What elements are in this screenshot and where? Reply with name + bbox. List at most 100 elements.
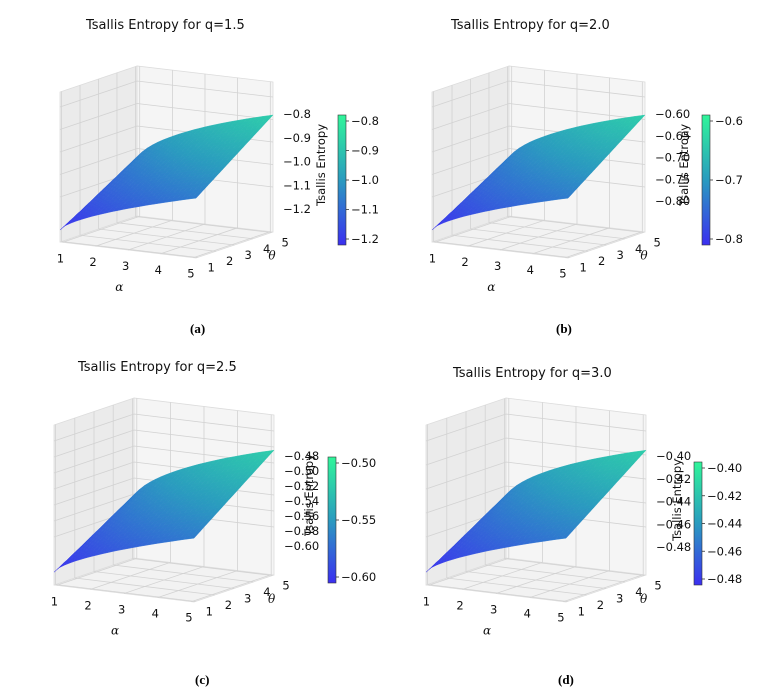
z-tick-label: −0.52	[284, 479, 319, 493]
x-tick-label: 3	[494, 259, 501, 273]
y-axis: 1 2 3 4 5θ	[580, 236, 661, 275]
colorbar-tick-label: −0.50	[341, 456, 376, 470]
y-tick-label: 1	[578, 604, 585, 618]
x-tick-label: 1	[423, 594, 430, 608]
y-tick-label: 1	[206, 604, 213, 618]
colorbar-tick-label: −1.0	[351, 173, 379, 187]
colorbar-gradient	[701, 114, 711, 246]
x-axis-label: α	[111, 624, 119, 638]
y-tick-label: 4	[263, 585, 270, 599]
x-tick-label: 5	[185, 611, 192, 625]
colorbar-gradient	[327, 456, 337, 584]
y-tick-label: 3	[617, 248, 624, 262]
z-tick-label: −0.54	[284, 494, 319, 508]
x-axis-label: α	[487, 280, 495, 294]
colorbar-gradient	[693, 461, 703, 586]
surface-plot-c: 1 2 3 4 5α1 2 3 4 5θ−0.48−0.50−0.52−0.54−0.56−0.…	[51, 397, 376, 638]
colorbar-tick-label: −1.2	[351, 232, 379, 246]
x-tick-label: 3	[118, 603, 125, 617]
x-tick-label: 4	[524, 607, 531, 621]
z-tick-label: −1.0	[283, 155, 311, 169]
z-tick-label: −0.75	[655, 172, 690, 186]
y-tick-label: 5	[654, 579, 661, 593]
x-tick-label: 3	[490, 603, 497, 617]
colorbar-tick-label: −0.60	[341, 570, 376, 584]
chart-title: Tsallis Entropy for q=2.5	[78, 360, 237, 375]
x-axis-label: α	[483, 624, 491, 638]
figure-caption: (a)	[190, 321, 206, 336]
x-tick-label: 1	[429, 251, 436, 265]
y-tick-label: 3	[245, 248, 252, 262]
x-axis: 1 2 3 4 5 α	[423, 594, 565, 637]
chart-panel-d: Tsallis Entropy for q=3.0 1 2 3 4 5 α 1 2 3 4 5 θ −0…	[388, 345, 776, 689]
colorbar-tick-label: −0.8	[715, 232, 743, 246]
z-axis: −0.48−0.50−0.52−0.54−0.56−0.58−0.60 Tsall…	[284, 449, 319, 553]
z-tick-label: −0.8	[283, 107, 311, 121]
chart-title: Tsallis Entropy for q=3.0	[453, 366, 612, 381]
colorbar: −0.50 −0.55 −0.60	[327, 456, 376, 584]
y-tick-label: 5	[282, 579, 289, 593]
figure-caption: (d)	[558, 672, 574, 687]
y-tick-label: 1	[580, 260, 587, 274]
colorbar: −0.40 −0.42 −0.44 −0.46 −0.48	[693, 461, 742, 586]
z-tick-label: −0.58	[284, 524, 319, 538]
y-tick-label: 2	[598, 254, 605, 268]
z-tick-label: −0.56	[284, 509, 319, 523]
y-tick-label: 4	[635, 242, 642, 256]
x-tick-label: 3	[122, 259, 129, 273]
y-tick-label: 2	[597, 598, 604, 612]
x-tick-label: 2	[456, 598, 463, 612]
chart-panel-b: Tsallis Entropy for q=2.0 1 2 3 4 5 α 1 2 3 4 5 θ −0…	[388, 0, 776, 344]
y-axis-label: θ	[268, 592, 276, 606]
entropy-surface	[59, 114, 274, 231]
colorbar-tick-label: −0.55	[341, 513, 376, 527]
colorbar-tick-label: −0.46	[707, 544, 742, 558]
y-tick-label: 3	[244, 592, 251, 606]
x-axis: 1 2 3 4 5 α	[51, 594, 193, 637]
x-tick-label: 4	[527, 263, 534, 277]
colorbar-tick-label: −1.1	[351, 203, 379, 217]
y-axis-label: θ	[268, 249, 276, 263]
surface-plot-d: 1 2 3 4 5α1 2 3 4 5θ−0.40−0.42−0.44−0.46−0.48Tsa…	[423, 397, 742, 638]
colorbar-tick-label: −0.7	[715, 173, 743, 187]
z-tick-label: −0.48	[656, 540, 691, 554]
colorbar-tick-label: −0.8	[351, 114, 379, 128]
z-tick-label: −1.2	[283, 202, 311, 216]
y-tick-label: 2	[226, 254, 233, 268]
colorbar-tick-label: −0.40	[707, 461, 742, 475]
y-axis: 1 2 3 4 5θ	[578, 579, 662, 619]
colorbar-tick-label: −0.42	[707, 489, 742, 503]
z-tick-label: −0.40	[656, 449, 691, 463]
x-tick-label: 2	[461, 255, 468, 269]
colorbar-tick-label: −0.9	[351, 144, 379, 158]
colorbar: −0.6 −0.7 −0.8	[701, 114, 743, 246]
z-tick-label: −0.60	[284, 539, 319, 553]
chart-panel-c: Tsallis Entropy for q=2.5 1 2 3 4 5 α 1 2 3 4 5 θ −0…	[0, 345, 388, 689]
gridlines	[59, 66, 274, 259]
surface-plot-a: 1 2 3 4 5α1 2 3 4 5θ−0.8−0.9−1.0−1.1−1.2Tsallis …	[57, 65, 379, 294]
chart-panel-a: Tsallis Entropy for q=1.5 1 2 3 4 5 α 1 2 3 4 5 θ −0…	[0, 0, 388, 344]
x-tick-label: 2	[84, 598, 91, 612]
y-tick-label: 4	[263, 242, 270, 256]
z-tick-label: −0.70	[655, 151, 690, 165]
colorbar-gradient	[337, 114, 347, 246]
surface-plot-b: 1 2 3 4 5α1 2 3 4 5θ−0.60−0.65−0.70−0.75−0.80Tsa…	[429, 65, 743, 294]
chart-title: Tsallis Entropy for q=1.5	[86, 18, 245, 33]
z-tick-label: −0.46	[656, 517, 691, 531]
y-axis: 1 2 3 4 5θ	[206, 579, 290, 619]
colorbar-tick-label: −0.48	[707, 572, 742, 586]
z-tick-label: −0.80	[655, 194, 690, 208]
y-axis-label: θ	[640, 249, 648, 263]
z-tick-label: −0.48	[284, 449, 319, 463]
z-tick-label: −0.65	[655, 129, 690, 143]
z-tick-label: −0.50	[284, 464, 319, 478]
entropy-surface	[425, 449, 647, 573]
x-tick-label: 5	[187, 267, 194, 281]
entropy-surface	[431, 114, 646, 231]
z-axis-label: Tsallis Entropy	[302, 454, 316, 537]
figure-caption: (c)	[195, 672, 210, 687]
y-tick-label: 5	[281, 236, 288, 250]
y-tick-label: 4	[635, 585, 642, 599]
